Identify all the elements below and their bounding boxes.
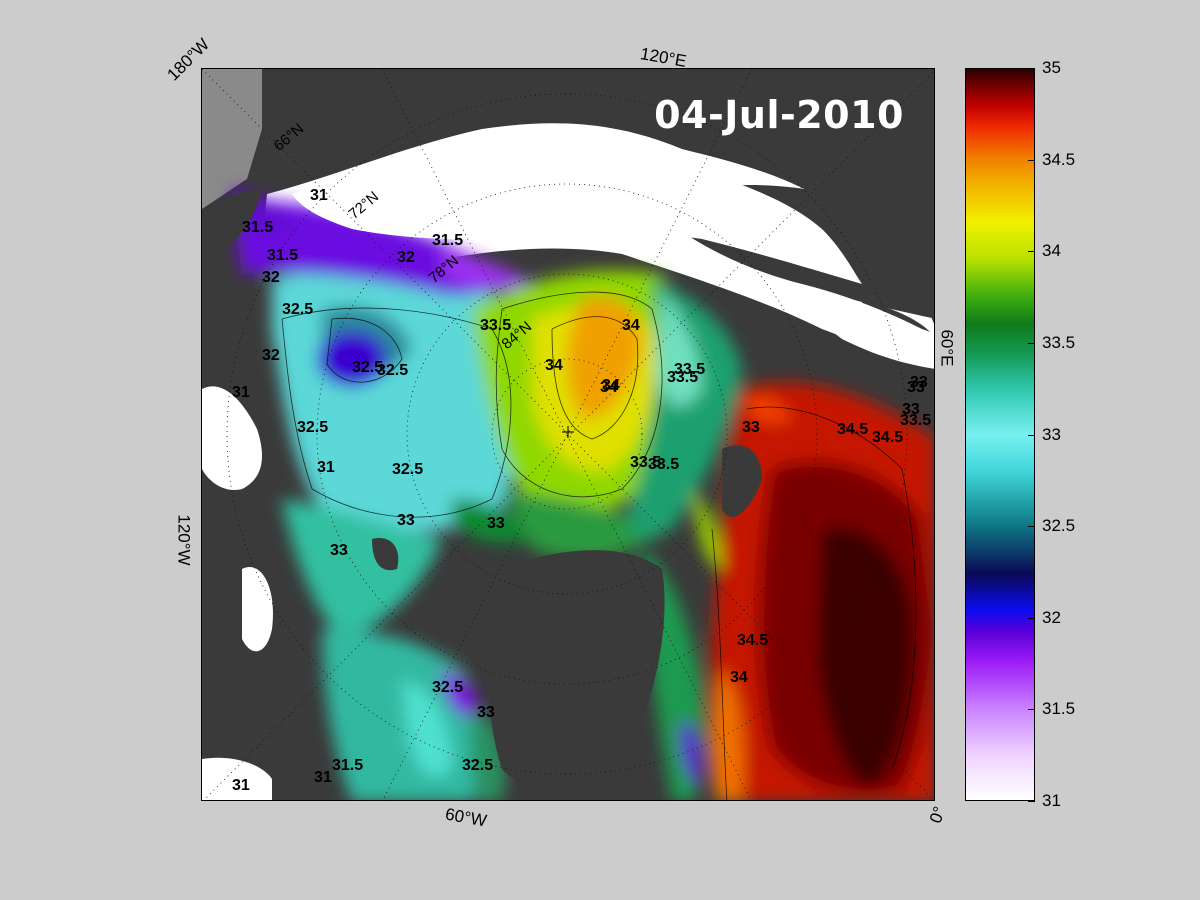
- contour-label: 33: [487, 515, 505, 532]
- colorbar-tick-label: 34: [1042, 241, 1061, 261]
- sea-ice-region: [202, 757, 272, 800]
- longitude-label: 60°W: [443, 804, 489, 831]
- colorbar-tick-label: 33.5: [1042, 332, 1076, 352]
- colorbar-tick-mark: [1028, 251, 1035, 253]
- colorbar-tick-mark: [1028, 709, 1035, 711]
- contour-label: 31.5: [267, 247, 299, 264]
- contour-label: 33.5: [674, 361, 706, 378]
- contour-label: 32.5: [462, 757, 494, 774]
- contour-label: 34.5: [737, 632, 769, 649]
- map-canvas: [202, 69, 934, 800]
- contour-label: 33.5: [480, 317, 512, 334]
- contour-label: 31.5: [242, 219, 274, 236]
- graticule: [202, 69, 934, 800]
- contour-label: 31.5: [332, 757, 364, 774]
- sea-ice-region: [292, 127, 862, 284]
- colorbar-tick-label: 34.5: [1042, 149, 1076, 169]
- contour-label: 33: [477, 704, 495, 721]
- sea-ice-region: [802, 284, 934, 369]
- colorbar-tick-mark: [1028, 434, 1035, 436]
- contour-label: 32.5: [282, 301, 314, 318]
- longitude-label: 60°E: [937, 329, 957, 367]
- contour-label: 33.5: [648, 456, 680, 473]
- contour-label: 31: [310, 187, 328, 204]
- colorbar-tick-label: 32.5: [1042, 516, 1076, 536]
- contour-label: 31.5: [432, 232, 464, 249]
- contour-label: 31: [232, 384, 250, 401]
- sea-ice-region: [202, 386, 262, 490]
- contour-label: 32: [397, 249, 415, 266]
- colorbar-tick-label: 32: [1042, 607, 1061, 627]
- contour-label: 34: [600, 379, 618, 396]
- contour-lines: [281, 291, 917, 800]
- contour-label: 32.5: [297, 419, 329, 436]
- contour-label: 33.5: [667, 369, 699, 386]
- contour-label: 31: [314, 769, 332, 786]
- contour-label: 33: [330, 542, 348, 559]
- colorbar-tick-label: 35: [1042, 58, 1061, 77]
- colorbar-tick-mark: [1028, 526, 1035, 528]
- colorbar-tick-mark: [1028, 159, 1035, 161]
- contour-label: 33: [902, 401, 920, 418]
- salinity-map: 66°N 72°N 78°N 84°N 31 31.5 31.5 31.5 32 32 32…: [201, 68, 935, 801]
- colorbar-tick-mark: [1028, 801, 1035, 802]
- no-data-region: [202, 69, 262, 209]
- contour-label: 33: [910, 374, 928, 391]
- colorbar-tick-label: 33: [1042, 424, 1061, 444]
- contour-label: 33: [742, 419, 760, 436]
- contour-label: 34: [622, 317, 640, 334]
- contour-label: 31: [317, 459, 335, 476]
- date-label: 04-Jul-2010: [654, 93, 904, 137]
- contour-label: 33.5: [900, 412, 932, 429]
- contour-label: 34: [730, 669, 748, 686]
- colorbar-tick-label: 31: [1042, 791, 1061, 810]
- contour-label: 32: [262, 347, 280, 364]
- contour-label: 34.5: [872, 429, 904, 446]
- contour-label: 33: [397, 512, 415, 529]
- north-pole-marker: [562, 426, 574, 438]
- contour-label: 32.5: [352, 359, 384, 376]
- colorbar-tick-mark: [1028, 68, 1035, 69]
- colorbar-tick-mark: [1028, 342, 1035, 344]
- colorbar-tick-mark: [1028, 617, 1035, 619]
- longitude-label: 0°: [925, 803, 950, 826]
- contour-label: 32: [262, 269, 280, 286]
- contour-label: 34.5: [837, 421, 869, 438]
- contour-label: 32.5: [392, 461, 424, 478]
- longitude-label: 120°W: [174, 514, 194, 566]
- contour-label: 33: [907, 379, 925, 396]
- salinity-field: [232, 189, 934, 800]
- contour-label: 32.5: [432, 679, 464, 696]
- contour-label: 34: [545, 357, 563, 374]
- colorbar-tick-label: 31.5: [1042, 699, 1076, 719]
- sea-ice-region: [242, 567, 273, 652]
- contour-label: 31: [232, 777, 250, 794]
- colorbar: [965, 68, 1035, 801]
- contour-label: 32.5: [377, 362, 409, 379]
- contour-label: 33.5: [630, 454, 662, 471]
- contour-label: 34: [602, 377, 620, 394]
